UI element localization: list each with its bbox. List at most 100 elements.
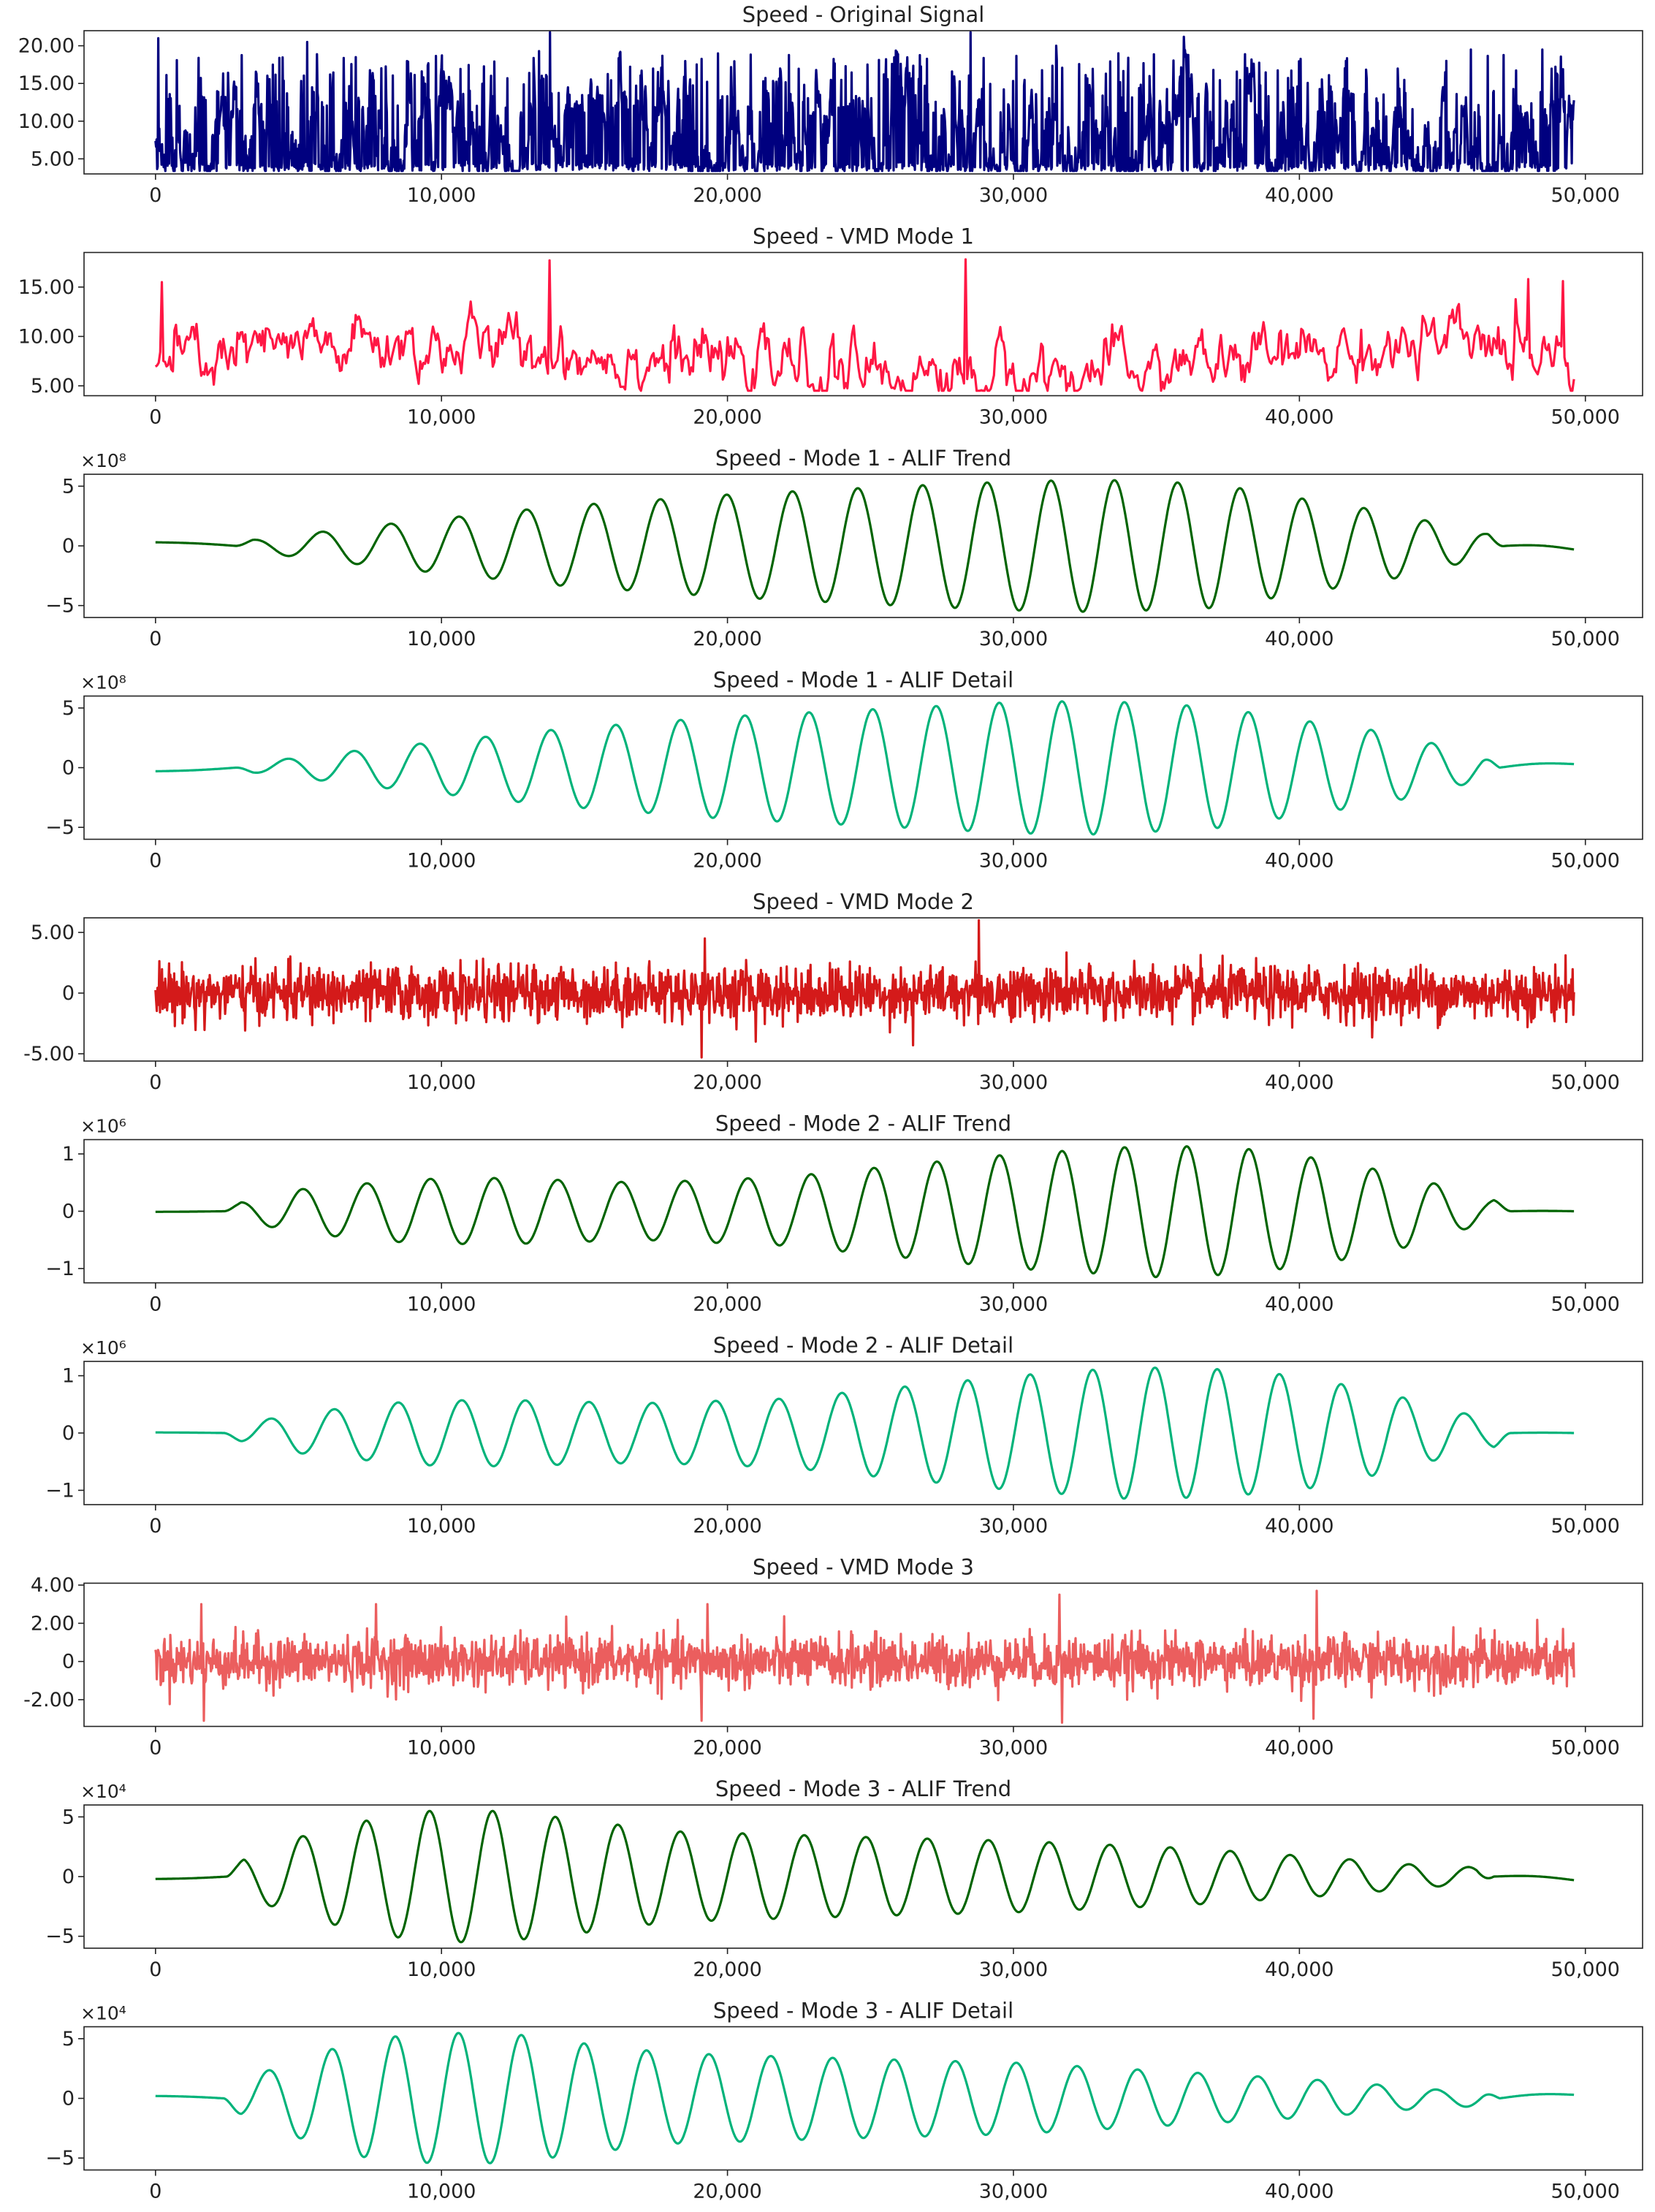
y-tick-label: 0 — [62, 535, 75, 558]
x-tick-label: 30,000 — [979, 2181, 1048, 2203]
chart-panel: Speed - VMD Mode 3 0 10,000 20,000 30,000 40,… — [23, 1555, 1643, 1760]
x-tick-label: 50,000 — [1551, 1293, 1619, 1316]
x-tick-label: 0 — [149, 850, 161, 873]
x-tick-label: 30,000 — [979, 1958, 1048, 1981]
y-tick-label: 5 — [62, 1806, 75, 1828]
y-offset-label: ×10⁶ — [80, 1116, 126, 1137]
chart-title: Speed - Mode 1 - ALIF Detail — [713, 668, 1013, 693]
x-tick-label: 40,000 — [1265, 406, 1333, 429]
y-tick-label: 5.00 — [31, 921, 75, 944]
x-tick-label: 40,000 — [1265, 1071, 1333, 1094]
chart-title: Speed - Mode 3 - ALIF Trend — [715, 1776, 1011, 1801]
x-tick-label: 30,000 — [979, 850, 1048, 873]
x-tick-label: 20,000 — [693, 1071, 761, 1094]
chart-title: Speed - Mode 2 - ALIF Trend — [715, 1111, 1011, 1136]
chart-panel: Speed - Mode 1 - ALIF Trend 0 10,000 20,000… — [45, 446, 1643, 650]
y-tick-label: 1 — [62, 1365, 75, 1388]
x-tick-label: 0 — [149, 406, 161, 429]
chart-title: Speed - Original Signal — [742, 2, 985, 27]
series-line — [154, 258, 1575, 392]
x-tick-label: 10,000 — [407, 850, 476, 873]
chart-panel: Speed - Original Signal 0 10,000 20,000 30,0… — [18, 2, 1643, 207]
y-tick-label: 15.00 — [18, 72, 75, 95]
y-tick-label: −5 — [45, 1926, 75, 1948]
x-tick-label: 50,000 — [1551, 1737, 1619, 1760]
chart-panel: Speed - Mode 2 - ALIF Trend 0 10,000 20,000… — [45, 1111, 1643, 1316]
y-offset-label: ×10⁴ — [80, 2003, 126, 2024]
x-tick-label: 50,000 — [1551, 850, 1619, 873]
x-tick-label: 40,000 — [1265, 2181, 1333, 2203]
y-tick-label: 1 — [62, 1143, 75, 1166]
y-tick-label: 4.00 — [31, 1574, 75, 1597]
x-tick-label: 20,000 — [693, 1515, 761, 1538]
y-tick-label: 2.00 — [31, 1612, 75, 1635]
series-line — [155, 1145, 1575, 1279]
y-tick-label: 20.00 — [18, 35, 75, 58]
x-tick-label: 10,000 — [407, 406, 476, 429]
chart-title: Speed - VMD Mode 1 — [753, 224, 974, 249]
y-tick-label: 5 — [62, 475, 75, 498]
y-tick-label: 0 — [62, 1866, 75, 1888]
y-tick-label: 0 — [62, 757, 75, 780]
y-offset-label: ×10⁸ — [80, 672, 126, 693]
x-tick-label: 50,000 — [1551, 406, 1619, 429]
x-tick-label: 0 — [149, 2181, 161, 2203]
x-tick-label: 0 — [149, 1958, 161, 1981]
x-tick-label: 30,000 — [979, 406, 1048, 429]
y-tick-label: -2.00 — [23, 1689, 75, 1711]
x-tick-label: 10,000 — [407, 628, 476, 650]
x-tick-label: 50,000 — [1551, 628, 1619, 650]
chart-title: Speed - VMD Mode 3 — [753, 1555, 974, 1580]
x-tick-label: 20,000 — [693, 628, 761, 650]
x-tick-label: 20,000 — [693, 1737, 761, 1760]
x-tick-label: 50,000 — [1551, 2181, 1619, 2203]
x-tick-label: 0 — [149, 1737, 161, 1760]
axes-frame — [83, 917, 1643, 1062]
y-tick-label: −5 — [45, 595, 75, 617]
series-line — [154, 31, 1575, 172]
x-tick-label: 40,000 — [1265, 1958, 1333, 1981]
x-tick-label: 40,000 — [1265, 628, 1333, 650]
x-tick-label: 0 — [149, 1515, 161, 1538]
chart-title: Speed - Mode 3 - ALIF Detail — [713, 1999, 1013, 2023]
x-tick-label: 40,000 — [1265, 850, 1333, 873]
y-tick-label: 5.00 — [31, 375, 75, 398]
chart-panel: Speed - VMD Mode 1 0 10,000 20,000 30,000 40,… — [18, 224, 1643, 429]
x-tick-label: 50,000 — [1551, 184, 1619, 207]
x-tick-label: 0 — [149, 628, 161, 650]
series-line — [155, 1809, 1575, 1944]
y-tick-label: −5 — [45, 816, 75, 839]
x-tick-label: 30,000 — [979, 628, 1048, 650]
x-tick-label: 40,000 — [1265, 1515, 1333, 1538]
x-tick-label: 20,000 — [693, 2181, 761, 2203]
x-tick-label: 20,000 — [693, 850, 761, 873]
x-tick-label: 50,000 — [1551, 1515, 1619, 1538]
y-tick-label: 10.00 — [18, 325, 75, 348]
x-tick-label: 30,000 — [979, 1737, 1048, 1760]
chart-panel: Speed - Mode 2 - ALIF Detail 0 10,000 20,00… — [45, 1333, 1643, 1538]
y-tick-label: 0 — [62, 982, 75, 1005]
x-tick-label: 40,000 — [1265, 1293, 1333, 1316]
y-tick-label: −5 — [45, 2147, 75, 2170]
chart-panel: Speed - VMD Mode 2 0 10,000 20,000 30,000 40,… — [23, 889, 1643, 1094]
y-offset-label: ×10⁸ — [80, 450, 126, 471]
series-line — [154, 919, 1575, 1059]
x-tick-label: 10,000 — [407, 1515, 476, 1538]
y-tick-label: 0 — [62, 2088, 75, 2110]
y-tick-label: 5 — [62, 2028, 75, 2051]
panels-container: Speed - Original Signal 0 10,000 20,000 30,0… — [18, 2, 1643, 2203]
chart-panel: Speed - Mode 3 - ALIF Trend 0 10,000 20,000… — [45, 1776, 1643, 1981]
x-tick-label: 10,000 — [407, 1071, 476, 1094]
x-tick-label: 30,000 — [979, 1071, 1048, 1094]
x-tick-label: 20,000 — [693, 406, 761, 429]
axes-frame — [83, 251, 1643, 397]
series-line — [155, 700, 1575, 836]
y-tick-label: 0 — [62, 1422, 75, 1445]
y-tick-label: -5.00 — [23, 1043, 75, 1065]
axes-frame — [83, 1582, 1643, 1728]
y-tick-label: 5 — [62, 697, 75, 720]
x-tick-label: 50,000 — [1551, 1071, 1619, 1094]
series-line — [154, 1589, 1575, 1724]
